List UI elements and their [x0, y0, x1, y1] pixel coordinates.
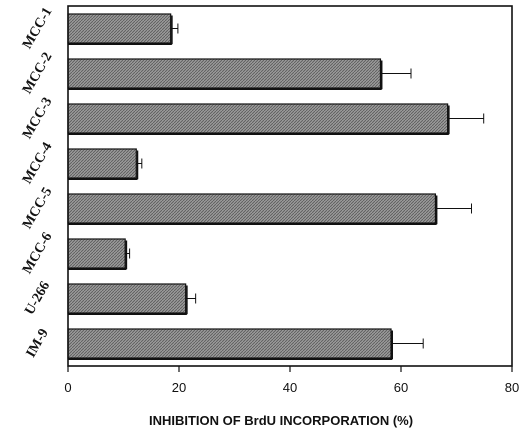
bar	[67, 13, 172, 44]
category-label: MCC-5	[20, 185, 56, 232]
category-label: MCC-6	[20, 230, 56, 277]
x-axis-title: INHIBITION OF BrdU INCORPORATION (%)	[149, 413, 413, 428]
category-label: MCC-2	[20, 50, 56, 97]
x-tick-label: 20	[172, 380, 186, 395]
category-label: MCC-3	[20, 95, 56, 142]
bar	[67, 148, 137, 179]
x-tick-label: 0	[64, 380, 71, 395]
bar	[67, 238, 126, 269]
bars-layer	[67, 13, 485, 361]
category-label: IM-9	[24, 326, 52, 360]
category-label: MCC-4	[20, 140, 56, 187]
category-label: U-266	[22, 279, 53, 317]
x-tick-label: 40	[283, 380, 297, 395]
x-axis: 0 20 40 60 80	[64, 366, 519, 395]
bar	[67, 283, 187, 314]
category-label: MCC-1	[20, 5, 56, 52]
x-tick-label: 60	[394, 380, 408, 395]
bar	[67, 103, 449, 134]
bar	[67, 328, 392, 359]
bar	[67, 193, 437, 224]
bar	[67, 58, 382, 89]
x-tick-label: 80	[505, 380, 519, 395]
